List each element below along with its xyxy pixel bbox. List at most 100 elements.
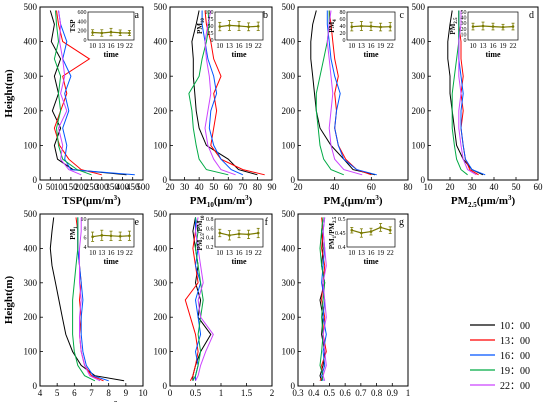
x-tick-label: 50 — [512, 182, 522, 192]
y-tick-label: 200 — [24, 312, 38, 322]
inset-point — [100, 31, 104, 35]
inset-y-tick-label: 75 — [208, 17, 214, 23]
inset-x-label: time — [363, 257, 379, 266]
inset-y-label: PM4 — [328, 19, 338, 33]
x-tick-label: 5 — [55, 388, 60, 398]
series-line-3 — [192, 217, 204, 382]
y-tick-label: 300 — [24, 71, 38, 81]
legend-label-0: 10：00 — [500, 321, 530, 332]
inset-y-tick-label: 200 — [78, 29, 87, 35]
x-tick-label: 50 — [209, 182, 219, 192]
panel-a: 0 50 1001502002503003504004505000100200300… — [3, 2, 150, 207]
y-tick-label: 300 — [412, 71, 426, 81]
x-tick-label: 0.5 — [324, 388, 336, 398]
plot-frame — [427, 6, 539, 181]
x-tick-label: 90 — [268, 182, 278, 192]
x-tick-label: 20 — [166, 182, 176, 192]
series-line-0 — [49, 10, 127, 176]
inset-x-tick-label: 22 — [387, 249, 395, 257]
inset-y-tick-label: 8 — [84, 226, 87, 232]
inset-x-label: time — [103, 257, 119, 266]
x-tick-label: 450 — [126, 182, 140, 192]
y-tick-label: 100 — [154, 140, 168, 150]
y-tick-label: 300 — [282, 278, 296, 288]
x-axis-label-part: 3 — [114, 194, 118, 202]
x-tick-label: 1.5 — [241, 388, 253, 398]
series-line-0 — [49, 217, 125, 382]
x-tick-label: 10 — [139, 388, 149, 398]
inset-point — [256, 231, 260, 235]
x-axis-label: PM4(μm/m3) — [323, 194, 382, 209]
panel-f: 00.511.520100200300400500PM2.5/PM10f1013… — [154, 209, 275, 402]
inset-y-label: PM2.5 — [449, 17, 459, 35]
x-tick-label: 80 — [253, 182, 263, 192]
inset-x-label: time — [363, 50, 379, 59]
inset-point — [109, 234, 113, 238]
y-tick-label: 500 — [412, 2, 426, 12]
inset-y-label-sub: 10 — [201, 18, 206, 24]
x-axis-label: PM10(μm/m3) — [190, 194, 253, 209]
legend-label-1: 13：00 — [500, 336, 530, 347]
y-axis-label: Height(m) — [3, 276, 15, 325]
inset-y-tick-label: 0.4 — [206, 236, 214, 242]
inset-y-label: PM1/PM2.5 — [328, 216, 338, 249]
inset-x-tick-label: 22 — [126, 249, 134, 257]
x-axis-label-part: TSP(μm/m — [62, 195, 113, 207]
y-tick-label: 200 — [154, 312, 168, 322]
inset-y-label: PM1 — [69, 226, 79, 240]
plot-frame — [297, 213, 409, 387]
inset-point — [501, 25, 505, 29]
inset-x-tick-label: 13 — [480, 42, 488, 50]
panel-letter: e — [135, 217, 140, 228]
x-tick-label: 60 — [367, 182, 377, 192]
inset-y-tick-label: 20 — [461, 27, 467, 33]
inset-x-tick-label: 22 — [126, 42, 134, 50]
inset-x-tick-label: 22 — [255, 249, 263, 257]
inset-point — [218, 231, 222, 235]
y-tick-label: 100 — [24, 140, 38, 150]
series-line-3 — [188, 10, 229, 176]
inset-y-label-sub: 2.5 — [201, 233, 206, 240]
panel-d: 10 20 30 40 50 600100200300400500PM2.5(μm/m3)… — [412, 2, 544, 209]
inset-x-tick-label: 13 — [226, 42, 234, 50]
x-tick-label: 2 — [270, 388, 275, 398]
y-tick-label: 400 — [412, 37, 426, 47]
inset-point — [118, 31, 122, 35]
series-line-4 — [57, 10, 82, 176]
x-tick-label: 8 — [106, 388, 111, 398]
inset-x-tick-label: 19 — [117, 42, 125, 50]
y-tick-label: 300 — [154, 278, 168, 288]
y-tick-label: 400 — [24, 243, 38, 253]
inset-y-tick-label: 0.45 — [335, 231, 346, 237]
inset-x-tick-label: 10 — [470, 42, 478, 50]
x-tick-label: 60 — [224, 182, 234, 192]
inset-x-tick-label: 13 — [358, 249, 366, 257]
inset-y-tick-label: 0 — [211, 38, 214, 44]
inset-y-tick-label: 6 — [84, 236, 87, 242]
series-line-2 — [201, 10, 244, 176]
inset-point — [491, 25, 495, 28]
inset-y-tick-label: 0.4 — [338, 245, 346, 251]
x-axis-label: PM2.5(μm/m3) — [451, 194, 516, 209]
inset-x-tick-label: 10 — [89, 249, 97, 257]
inset-y-tick-label: 20 — [340, 31, 346, 37]
inset-x-tick-label: 22 — [510, 42, 518, 50]
legend-label-4: 22：00 — [500, 381, 530, 392]
inset-point — [247, 233, 250, 236]
inset-x-tick-label: 13 — [98, 42, 106, 50]
x-axis-label-part: (μm/m — [214, 195, 245, 207]
y-tick-label: 500 — [282, 2, 296, 12]
x-tick-label: 0 — [168, 388, 173, 398]
series-line-4 — [204, 10, 236, 176]
series-line-1 — [328, 10, 372, 176]
x-tick-label: 20 — [294, 182, 304, 192]
inset-x-tick-label: 19 — [245, 249, 253, 257]
x-tick-label: 1 — [406, 388, 411, 398]
x-tick-label: 6 — [72, 388, 77, 398]
inset-y-label-main: PM — [328, 21, 336, 32]
x-axis-label-part: 3 — [508, 194, 512, 202]
inset-point — [128, 234, 131, 238]
